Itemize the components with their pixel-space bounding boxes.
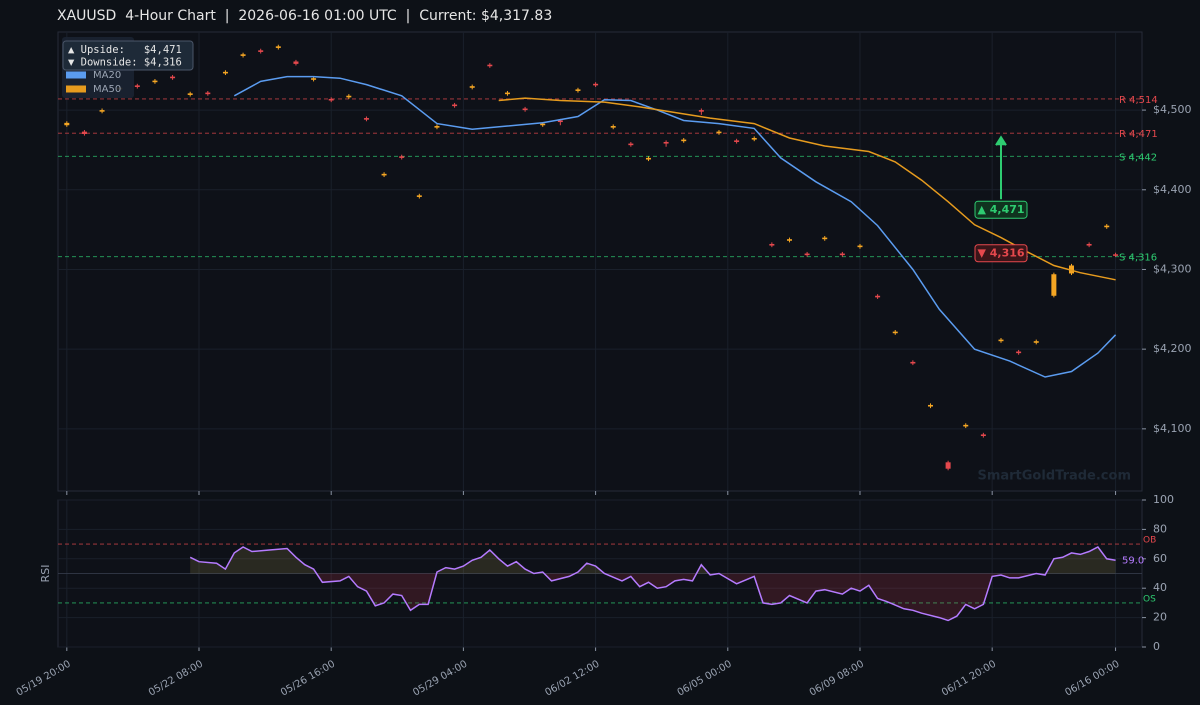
candle-body (610, 126, 616, 128)
candle-body (698, 110, 704, 112)
y-tick-label: 60 (1153, 552, 1167, 565)
watermark: SmartGoldTrade.com (977, 469, 1131, 484)
candle-body (1033, 341, 1039, 343)
y-tick-label: $4,400 (1153, 183, 1192, 196)
y-tick-label: 80 (1153, 522, 1167, 535)
rsi-fill-above (190, 547, 1116, 574)
candle-body (64, 122, 70, 126)
y-tick-label: 20 (1153, 611, 1167, 624)
candle-body (769, 243, 775, 246)
y-tick-label: $4,100 (1153, 422, 1192, 435)
y-tick-label: $4,500 (1153, 103, 1192, 116)
candle-body (734, 140, 740, 142)
candle-body (522, 108, 528, 111)
candle-body (240, 54, 246, 56)
candle-body (81, 131, 87, 134)
candle-body (469, 86, 475, 88)
rsi-line (189, 546, 1116, 622)
candle-body (839, 253, 845, 256)
candle-body (399, 156, 405, 158)
annotation-label: ▲ 4,471 (977, 203, 1024, 216)
candle-body (927, 404, 933, 407)
candle-body (504, 92, 510, 95)
info-line: ▲ Upside: $4,471 (68, 44, 182, 56)
y-tick-label: 0 (1153, 640, 1160, 653)
y-tick-label: 100 (1153, 493, 1174, 506)
candle-body (628, 143, 634, 146)
candle-body (311, 78, 317, 80)
candle-body (293, 61, 299, 64)
candle-body (258, 50, 264, 52)
y-tick-label: 40 (1153, 581, 1167, 594)
candle-body (346, 95, 352, 98)
rsi-fill-below (190, 573, 1116, 621)
legend-swatch (66, 85, 86, 93)
price-panel (57, 31, 1143, 492)
candle-body (875, 295, 881, 298)
annotation-box (974, 244, 1028, 263)
candle-body (575, 89, 581, 91)
candle-body (998, 339, 1004, 342)
candle-body (945, 462, 951, 469)
candle-body (751, 137, 757, 140)
info-box (62, 40, 194, 71)
candle-body (1068, 265, 1074, 274)
legend-label: MA50 (93, 84, 121, 95)
candle-body (205, 92, 211, 95)
candle-body (716, 131, 722, 134)
candle-body (381, 173, 387, 176)
candle-body (1086, 243, 1092, 246)
candle-body (963, 424, 969, 427)
candle-body (99, 110, 105, 112)
level-label: S 4,316 (1119, 253, 1157, 264)
candle-body (434, 126, 440, 128)
candle-body (170, 76, 176, 79)
chart-title: XAUUSD 4-Hour Chart | 2026-06-16 01:00 U… (57, 8, 552, 24)
candle-body (152, 80, 158, 83)
candle-body (187, 93, 193, 95)
level-label: R 4,471 (1119, 129, 1158, 140)
candle-body (645, 157, 651, 160)
candle-body (910, 361, 916, 364)
candle-body (681, 139, 687, 142)
candle-body (804, 253, 810, 256)
moving-average-line (233, 75, 1117, 378)
candle-body (557, 120, 563, 123)
candle-body (786, 239, 792, 241)
y-tick-label: $4,300 (1153, 262, 1192, 275)
candle-body (452, 104, 458, 107)
candle-body (892, 331, 898, 334)
candle-body (275, 46, 281, 48)
candle-body (540, 123, 546, 126)
level-label: OB (1143, 536, 1156, 546)
candle-body (1113, 254, 1119, 256)
candle-body (487, 64, 493, 67)
level-label: R 4,514 (1119, 95, 1158, 106)
candle-body (1051, 274, 1057, 296)
candle-body (822, 237, 828, 240)
candle-body (857, 245, 863, 248)
annotation-arrow (995, 135, 1007, 200)
candle-body (1016, 351, 1022, 354)
candle-body (593, 83, 599, 86)
y-tick-label: $4,200 (1153, 342, 1192, 355)
y-axis-label: RSI (39, 565, 52, 583)
candle-body (416, 195, 422, 197)
candle-body (663, 141, 669, 144)
candle-body (328, 98, 334, 101)
candle-body (363, 118, 369, 120)
annotation-box (974, 200, 1028, 219)
candle-body (980, 434, 986, 437)
candle-body (222, 71, 228, 74)
rsi-current-label: 59.0 (1122, 555, 1144, 566)
level-label: S 4,442 (1119, 152, 1157, 163)
level-label: OS (1143, 594, 1156, 604)
info-line: ▼ Downside: $4,316 (68, 57, 182, 69)
candle-body (1104, 225, 1110, 228)
legend-label: MA20 (93, 70, 121, 81)
legend-swatch (66, 71, 86, 79)
candle-body (134, 85, 140, 87)
annotation-label: ▼ 4,316 (977, 247, 1024, 260)
